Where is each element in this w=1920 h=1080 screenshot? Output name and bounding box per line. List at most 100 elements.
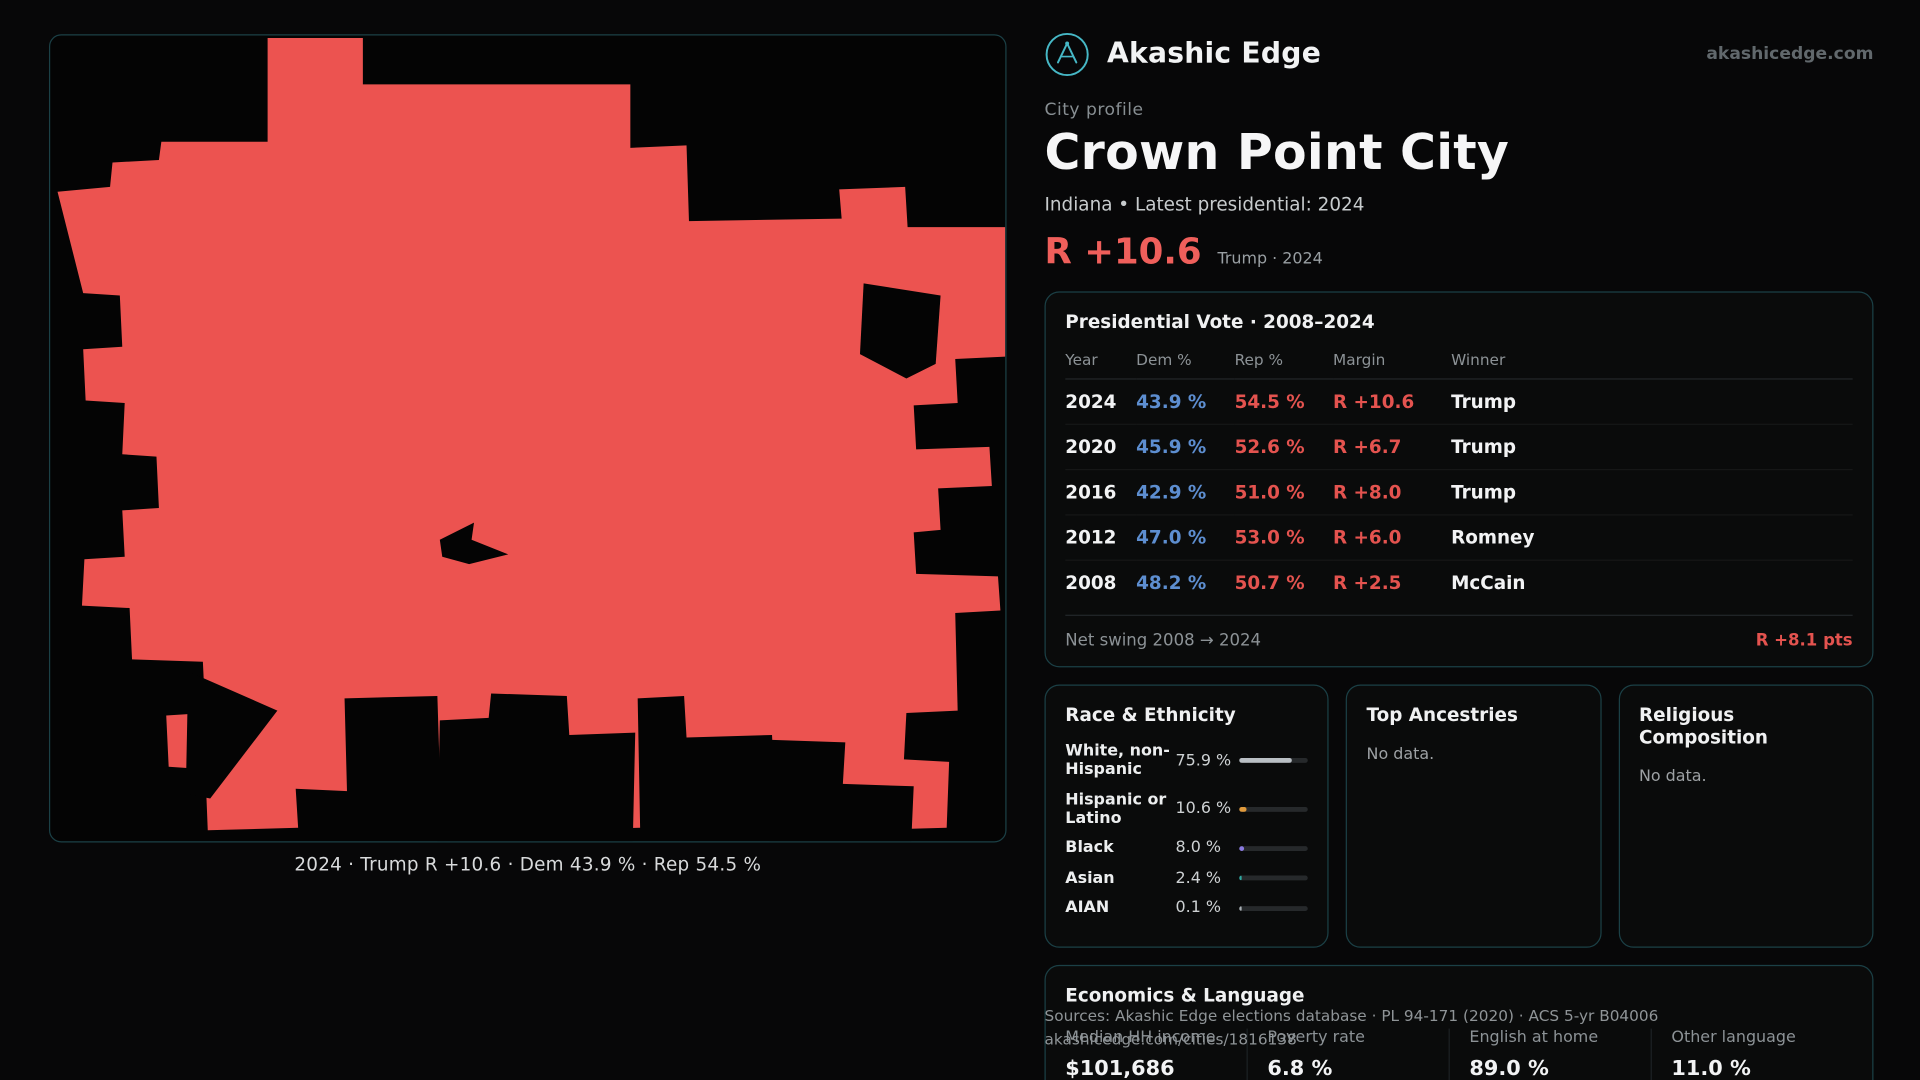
vote-cell-rep: 51.0 % xyxy=(1234,468,1333,515)
race-bar xyxy=(1239,875,1308,881)
vote-cell-year: 2008 xyxy=(1065,559,1137,605)
race-bar-fill xyxy=(1239,806,1247,812)
header: Akashic Edge akashicedge.com xyxy=(1044,29,1873,78)
city-boundary-cutout xyxy=(185,671,278,799)
vote-column-header: Year xyxy=(1065,345,1137,380)
economics-stat-label: Median HH income xyxy=(1065,1028,1216,1048)
vote-table-row: 2016 42.9 % 51.0 % R +8.0 Trump xyxy=(1065,468,1853,515)
race-label: Hispanic or Latino xyxy=(1065,790,1167,828)
economics-stats: Median HH income $101,686 Poverty rate 6.8 … xyxy=(1065,1028,1853,1080)
vote-cell-margin: R +2.5 xyxy=(1332,559,1452,605)
race-row: Hispanic or Latino 10.6 % xyxy=(1065,790,1308,829)
race-label: White, non-Hispanic xyxy=(1065,742,1170,780)
vote-cell-year: 2024 xyxy=(1065,390,1117,413)
race-value: 10.6 % xyxy=(1175,800,1232,819)
akashic-edge-logo-icon xyxy=(1044,31,1089,76)
city-boundary-cutout xyxy=(769,739,914,842)
vote-cell-dem: 42.9 % xyxy=(1136,468,1235,515)
permalink-link[interactable]: akashicedge.com/cities/1816138 xyxy=(1044,1029,1297,1049)
page-title: Crown Point City xyxy=(1044,124,1510,182)
vote-column-header: Dem % xyxy=(1136,345,1235,380)
vote-column-header: Rep % xyxy=(1234,345,1333,380)
race-bar-fill xyxy=(1239,846,1245,851)
headline-margin: R +10.6 xyxy=(1044,230,1202,272)
race-row: White, non-Hispanic 75.9 % xyxy=(1065,742,1308,780)
vote-cell-dem: 43.9 % xyxy=(1136,390,1207,413)
city-boundary-cutout xyxy=(859,283,941,379)
vote-cell-margin: R +8.0 xyxy=(1332,468,1452,515)
vote-cell-winner: Romney xyxy=(1451,514,1853,561)
vote-cell-dem: 47.0 % xyxy=(1136,514,1235,561)
right-column: Akashic Edge akashicedge.com City profil… xyxy=(1044,29,1874,1080)
vote-cell-rep: 53.0 % xyxy=(1234,514,1333,561)
race-value: 0.1 % xyxy=(1175,898,1222,918)
vote-cell-winner: Trump xyxy=(1451,423,1853,470)
race-bar-fill xyxy=(1239,875,1242,881)
race-row: Black 8.0 % xyxy=(1065,839,1308,858)
city-map-svg xyxy=(57,37,1006,842)
vote-cell-rep: 50.7 % xyxy=(1234,559,1333,605)
race-bar xyxy=(1239,905,1308,911)
race-bar-fill xyxy=(1239,905,1242,911)
headline-context: Trump · 2024 xyxy=(1217,249,1323,269)
net-swing-row: Net swing 2008 → 2024 R +8.1 pts xyxy=(1065,614,1853,651)
map-panel xyxy=(48,34,1007,843)
vote-table-body: 2024 43.9 % 54.5 % R +10.6 Trump 2020 45.9 % 52… xyxy=(1065,379,1853,605)
vote-cell-margin: R +6.7 xyxy=(1332,423,1452,470)
vote-cell-winner: Trump xyxy=(1451,390,1517,413)
religion-empty-state: No data. xyxy=(1638,767,1707,787)
demographics-row: Race & Ethnicity White, non-Hispanic 75.9… xyxy=(1044,684,1874,949)
race-bar-fill xyxy=(1239,758,1292,764)
map-caption: 2024 · Trump R +10.6 · Dem 43.9 % · Rep … xyxy=(294,853,762,876)
vote-table-row: 2012 47.0 % 53.0 % R +6.0 Romney xyxy=(1065,514,1853,561)
economics-stat: Other language 11.0 % xyxy=(1650,1028,1853,1080)
vote-table-header: Year Dem % Rep % Margin Winner xyxy=(1065,345,1853,380)
footer-sources: Sources: Akashic Edge elections database… xyxy=(1044,1007,1658,1049)
vote-card: Presidential Vote · 2008–2024 Year Dem % R… xyxy=(1044,291,1874,668)
race-rows: White, non-Hispanic 75.9 % Hispanic or Lat… xyxy=(1065,742,1308,918)
race-label: Black xyxy=(1065,839,1114,858)
race-label: Asian xyxy=(1065,868,1115,888)
race-label: AIAN xyxy=(1065,898,1110,918)
race-card: Race & Ethnicity White, non-Hispanic 75.9… xyxy=(1044,684,1329,949)
economics-stat-value: 6.8 % xyxy=(1267,1057,1333,1080)
race-value: 8.0 % xyxy=(1175,839,1222,858)
economics-stat-value: 11.0 % xyxy=(1671,1057,1751,1080)
site-domain-link[interactable]: akashicedge.com xyxy=(1706,44,1874,64)
economics-stat-value: 89.0 % xyxy=(1469,1057,1549,1080)
vote-table-row: 2020 45.9 % 52.6 % R +6.7 Trump xyxy=(1065,423,1853,470)
vote-cell-dem: 45.9 % xyxy=(1136,423,1235,470)
kicker: City profile xyxy=(1044,100,1144,121)
net-swing-label: Net swing 2008 → 2024 xyxy=(1065,630,1262,651)
economics-stat: Poverty rate 6.8 % xyxy=(1246,1028,1449,1080)
vote-cell-winner: McCain xyxy=(1451,559,1853,605)
vote-cell-year: 2012 xyxy=(1065,514,1137,561)
economics-stat: Median HH income $101,686 xyxy=(1065,1029,1246,1080)
ancestry-empty-state: No data. xyxy=(1366,745,1435,765)
vote-column-header: Margin xyxy=(1332,345,1452,380)
religion-card: Religious Composition No data. xyxy=(1618,684,1874,949)
vote-card-title: Presidential Vote · 2008–2024 xyxy=(1065,311,1375,334)
vote-cell-rep: 54.5 % xyxy=(1234,390,1305,413)
ancestry-card: Top Ancestries No data. xyxy=(1345,684,1602,949)
economics-stat: English at home 89.0 % xyxy=(1448,1028,1651,1080)
city-boundary-shape xyxy=(57,37,1006,831)
race-row: Asian 2.4 % xyxy=(1065,868,1308,888)
city-boundary-cutout xyxy=(439,522,509,565)
vote-table: Year Dem % Rep % Margin Winner 2024 43.9 % 54.… xyxy=(1065,345,1853,605)
vote-table-row: 2008 48.2 % 50.7 % R +2.5 McCain xyxy=(1065,559,1853,605)
brand-name: Akashic Edge xyxy=(1106,37,1322,70)
religion-card-title: Religious Composition xyxy=(1638,704,1768,749)
vote-table-row: 2024 43.9 % 54.5 % R +10.6 Trump xyxy=(1065,379,1852,424)
race-value: 75.9 % xyxy=(1175,751,1232,770)
ancestry-card-title: Top Ancestries xyxy=(1366,704,1518,727)
race-bar xyxy=(1239,806,1308,812)
economics-stat-label: Poverty rate xyxy=(1267,1028,1365,1048)
economics-card: Economics & Language Median HH income $10… xyxy=(1044,965,1874,1080)
vote-cell-year: 2020 xyxy=(1065,423,1137,470)
race-card-title: Race & Ethnicity xyxy=(1065,704,1236,727)
race-bar xyxy=(1239,846,1308,851)
vote-cell-rep: 52.6 % xyxy=(1234,423,1333,470)
race-row: AIAN 0.1 % xyxy=(1065,898,1308,918)
